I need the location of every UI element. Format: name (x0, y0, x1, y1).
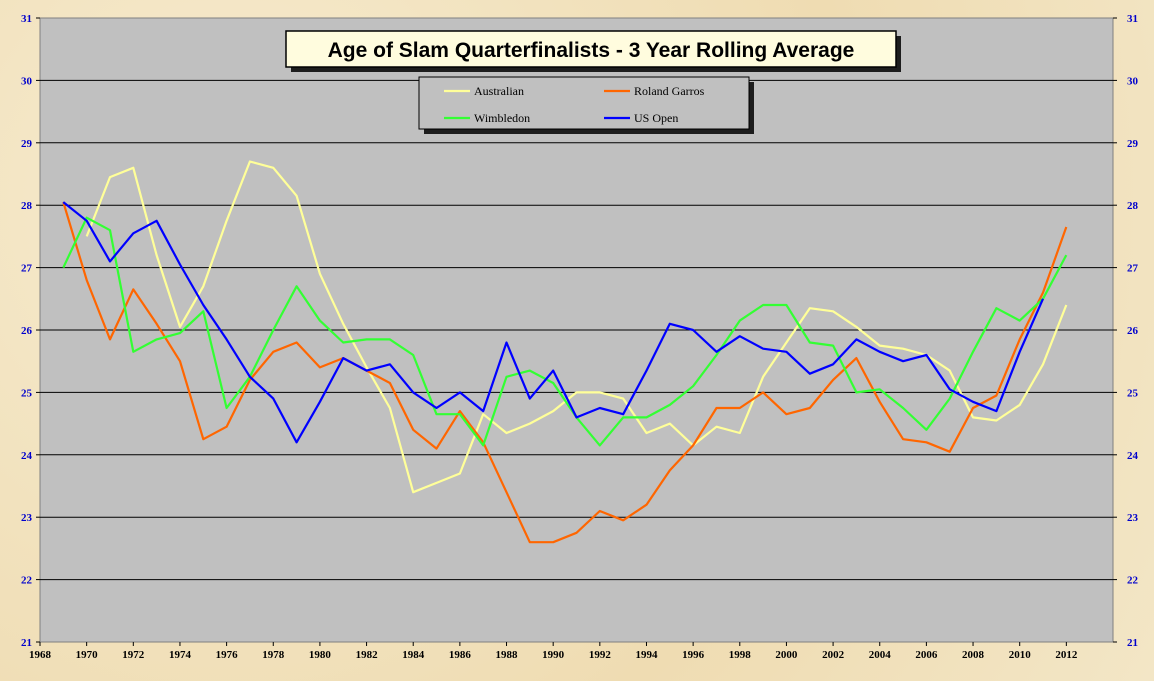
x-tick-label: 1996 (682, 649, 705, 661)
series-line-roland-garros (62, 201, 1068, 544)
y-tick-label-right: 23 (1127, 512, 1139, 524)
x-tick-label: 1992 (589, 649, 612, 661)
x-tick-label: 2012 (1055, 649, 1078, 661)
series-line-us-open (62, 201, 1045, 444)
legend-label-wimbledon: Wimbledon (474, 111, 530, 125)
y-tick-label-left: 25 (21, 387, 33, 399)
y-tick-label-left: 27 (21, 263, 33, 275)
series-layer (62, 160, 1068, 544)
y-tick-label-right: 26 (1127, 325, 1139, 337)
x-tick-label: 1998 (729, 649, 752, 661)
x-tick-label: 1978 (262, 649, 285, 661)
y-tick-label-right: 27 (1127, 263, 1139, 275)
axes: 21 21 22 22 23 23 24 24 25 25 26 26 27 27 28 28 29 29 30 30… (21, 13, 1139, 661)
y-tick-label-left: 21 (21, 637, 32, 649)
x-tick-label: 1984 (402, 649, 425, 661)
x-tick-label: 1968 (29, 649, 52, 661)
legend: Australian Roland Garros Wimbledon US Open (418, 76, 754, 134)
x-tick-label: 2002 (822, 649, 845, 661)
x-tick-label: 1986 (449, 649, 472, 661)
y-tick-label-left: 31 (21, 13, 32, 25)
y-tick-label-right: 30 (1127, 75, 1139, 87)
y-tick-label-left: 24 (21, 450, 33, 462)
legend-label-australian: Australian (474, 84, 524, 98)
legend-label-roland-garros: Roland Garros (634, 84, 705, 98)
y-tick-label-left: 29 (21, 138, 33, 150)
x-tick-label: 1990 (542, 649, 565, 661)
x-tick-label: 1970 (76, 649, 99, 661)
x-tick-label: 2004 (869, 649, 892, 661)
y-tick-label-left: 22 (21, 575, 33, 587)
x-tick-label: 1976 (216, 649, 239, 661)
y-tick-label-right: 31 (1127, 13, 1138, 25)
chart-title-box: Age of Slam Quarterfinalists - 3 Year Ro… (285, 30, 901, 72)
x-tick-label: 1972 (122, 649, 145, 661)
y-tick-label-left: 26 (21, 325, 33, 337)
y-tick-label-right: 21 (1127, 637, 1138, 649)
y-tick-label-left: 28 (21, 200, 33, 212)
y-tick-label-right: 22 (1127, 575, 1139, 587)
y-tick-label-right: 24 (1127, 450, 1139, 462)
series-line-wimbledon (62, 216, 1068, 447)
x-tick-label: 1980 (309, 649, 332, 661)
x-tick-label: 2006 (915, 649, 938, 661)
chart-title: Age of Slam Quarterfinalists - 3 Year Ro… (328, 39, 855, 62)
y-tick-label-left: 30 (21, 75, 33, 87)
x-tick-label: 1988 (496, 649, 519, 661)
x-tick-label: 2000 (775, 649, 798, 661)
y-tick-label-left: 23 (21, 512, 33, 524)
series-line-australian (85, 160, 1068, 494)
x-tick-label: 1982 (356, 649, 379, 661)
y-tick-label-right: 29 (1127, 138, 1139, 150)
y-tick-label-right: 25 (1127, 387, 1139, 399)
x-tick-label: 2010 (1009, 649, 1032, 661)
x-tick-label: 1974 (169, 649, 192, 661)
legend-label-us-open: US Open (634, 111, 678, 125)
x-tick-label: 1994 (635, 649, 658, 661)
y-tick-label-right: 28 (1127, 200, 1139, 212)
x-tick-label: 2008 (962, 649, 985, 661)
